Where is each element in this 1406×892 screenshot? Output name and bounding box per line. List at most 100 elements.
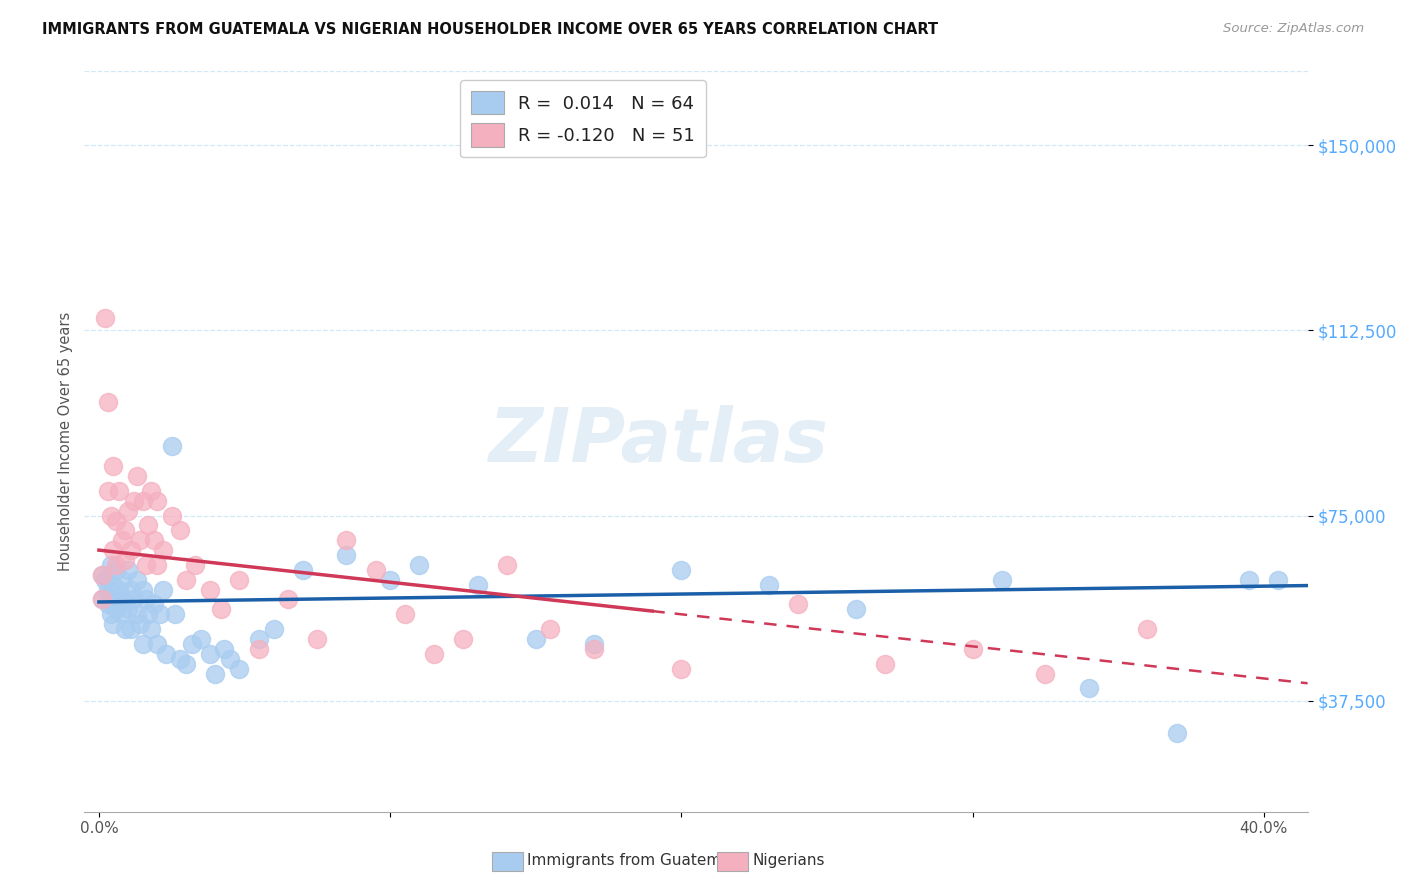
Point [100,558,122,572]
Point [100,508,122,523]
Point [174,573,197,587]
Point [122,493,145,508]
Point [105,558,128,572]
Point [152,582,174,597]
Point [93,573,115,587]
Point [1078,681,1101,696]
Text: Nigerians: Nigerians [752,854,825,868]
Point [408,558,430,572]
Point [1035,666,1057,681]
Point [671,563,693,577]
Point [90,567,112,582]
Point [198,647,221,661]
Point [135,592,157,607]
Point [524,632,547,646]
Point [583,641,606,656]
Point [103,459,125,474]
Text: Immigrants from Guatemala: Immigrants from Guatemala [527,854,745,868]
Point [103,617,125,632]
Point [120,582,142,597]
Point [138,518,160,533]
Point [845,602,868,616]
Point [247,632,270,646]
Point [105,602,128,616]
Point [228,573,250,587]
Point [90,592,112,607]
Point [122,592,145,607]
Point [380,573,402,587]
Point [103,592,125,607]
Point [190,632,212,646]
Point [787,598,810,612]
Point [146,493,169,508]
Point [108,598,131,612]
Point [1239,573,1261,587]
Point [209,602,232,616]
Point [131,493,153,508]
Point [1267,573,1289,587]
Point [128,533,150,548]
Point [583,637,606,651]
Point [108,582,131,597]
Point [105,514,128,528]
Point [875,657,897,671]
Point [228,662,250,676]
Point [111,607,134,622]
Point [105,563,128,577]
Point [758,577,780,591]
Point [160,440,183,454]
Point [423,647,446,661]
Point [219,651,242,665]
Point [111,533,134,548]
Text: ZIPatlas: ZIPatlas [489,405,830,478]
Point [146,558,169,572]
Point [125,469,148,483]
Point [962,641,984,656]
Point [1136,622,1159,636]
Point [671,662,693,676]
Point [93,311,115,326]
Point [114,524,136,538]
Point [990,573,1012,587]
Point [117,563,139,577]
Y-axis label: Householder Income Over 65 years: Householder Income Over 65 years [58,312,73,571]
Point [160,508,183,523]
Point [131,637,153,651]
Point [97,598,120,612]
Point [103,577,125,591]
Point [146,637,169,651]
Point [169,524,191,538]
Point [97,395,120,409]
Point [100,607,122,622]
Text: IMMIGRANTS FROM GUATEMALA VS NIGERIAN HOUSEHOLDER INCOME OVER 65 YEARS CORRELATI: IMMIGRANTS FROM GUATEMALA VS NIGERIAN HO… [42,22,938,37]
Point [538,622,561,636]
Point [120,622,142,636]
Point [181,637,204,651]
Point [111,573,134,587]
Point [307,632,329,646]
Point [184,558,207,572]
Point [364,563,387,577]
Point [149,607,172,622]
Point [141,483,163,498]
Point [125,573,148,587]
Point [291,563,314,577]
Point [97,582,120,597]
Point [163,607,186,622]
Point [467,577,489,591]
Point [90,592,112,607]
Point [277,592,299,607]
Legend: R =  0.014   N = 64, R = -0.120   N = 51: R = 0.014 N = 64, R = -0.120 N = 51 [460,80,706,158]
Point [143,533,166,548]
Point [114,622,136,636]
Point [90,567,112,582]
Point [495,558,517,572]
Point [117,503,139,517]
Point [204,666,226,681]
Text: Source: ZipAtlas.com: Source: ZipAtlas.com [1223,22,1364,36]
Point [97,483,120,498]
Point [125,607,148,622]
Point [152,543,174,558]
Point [1166,725,1188,739]
Point [114,553,136,567]
